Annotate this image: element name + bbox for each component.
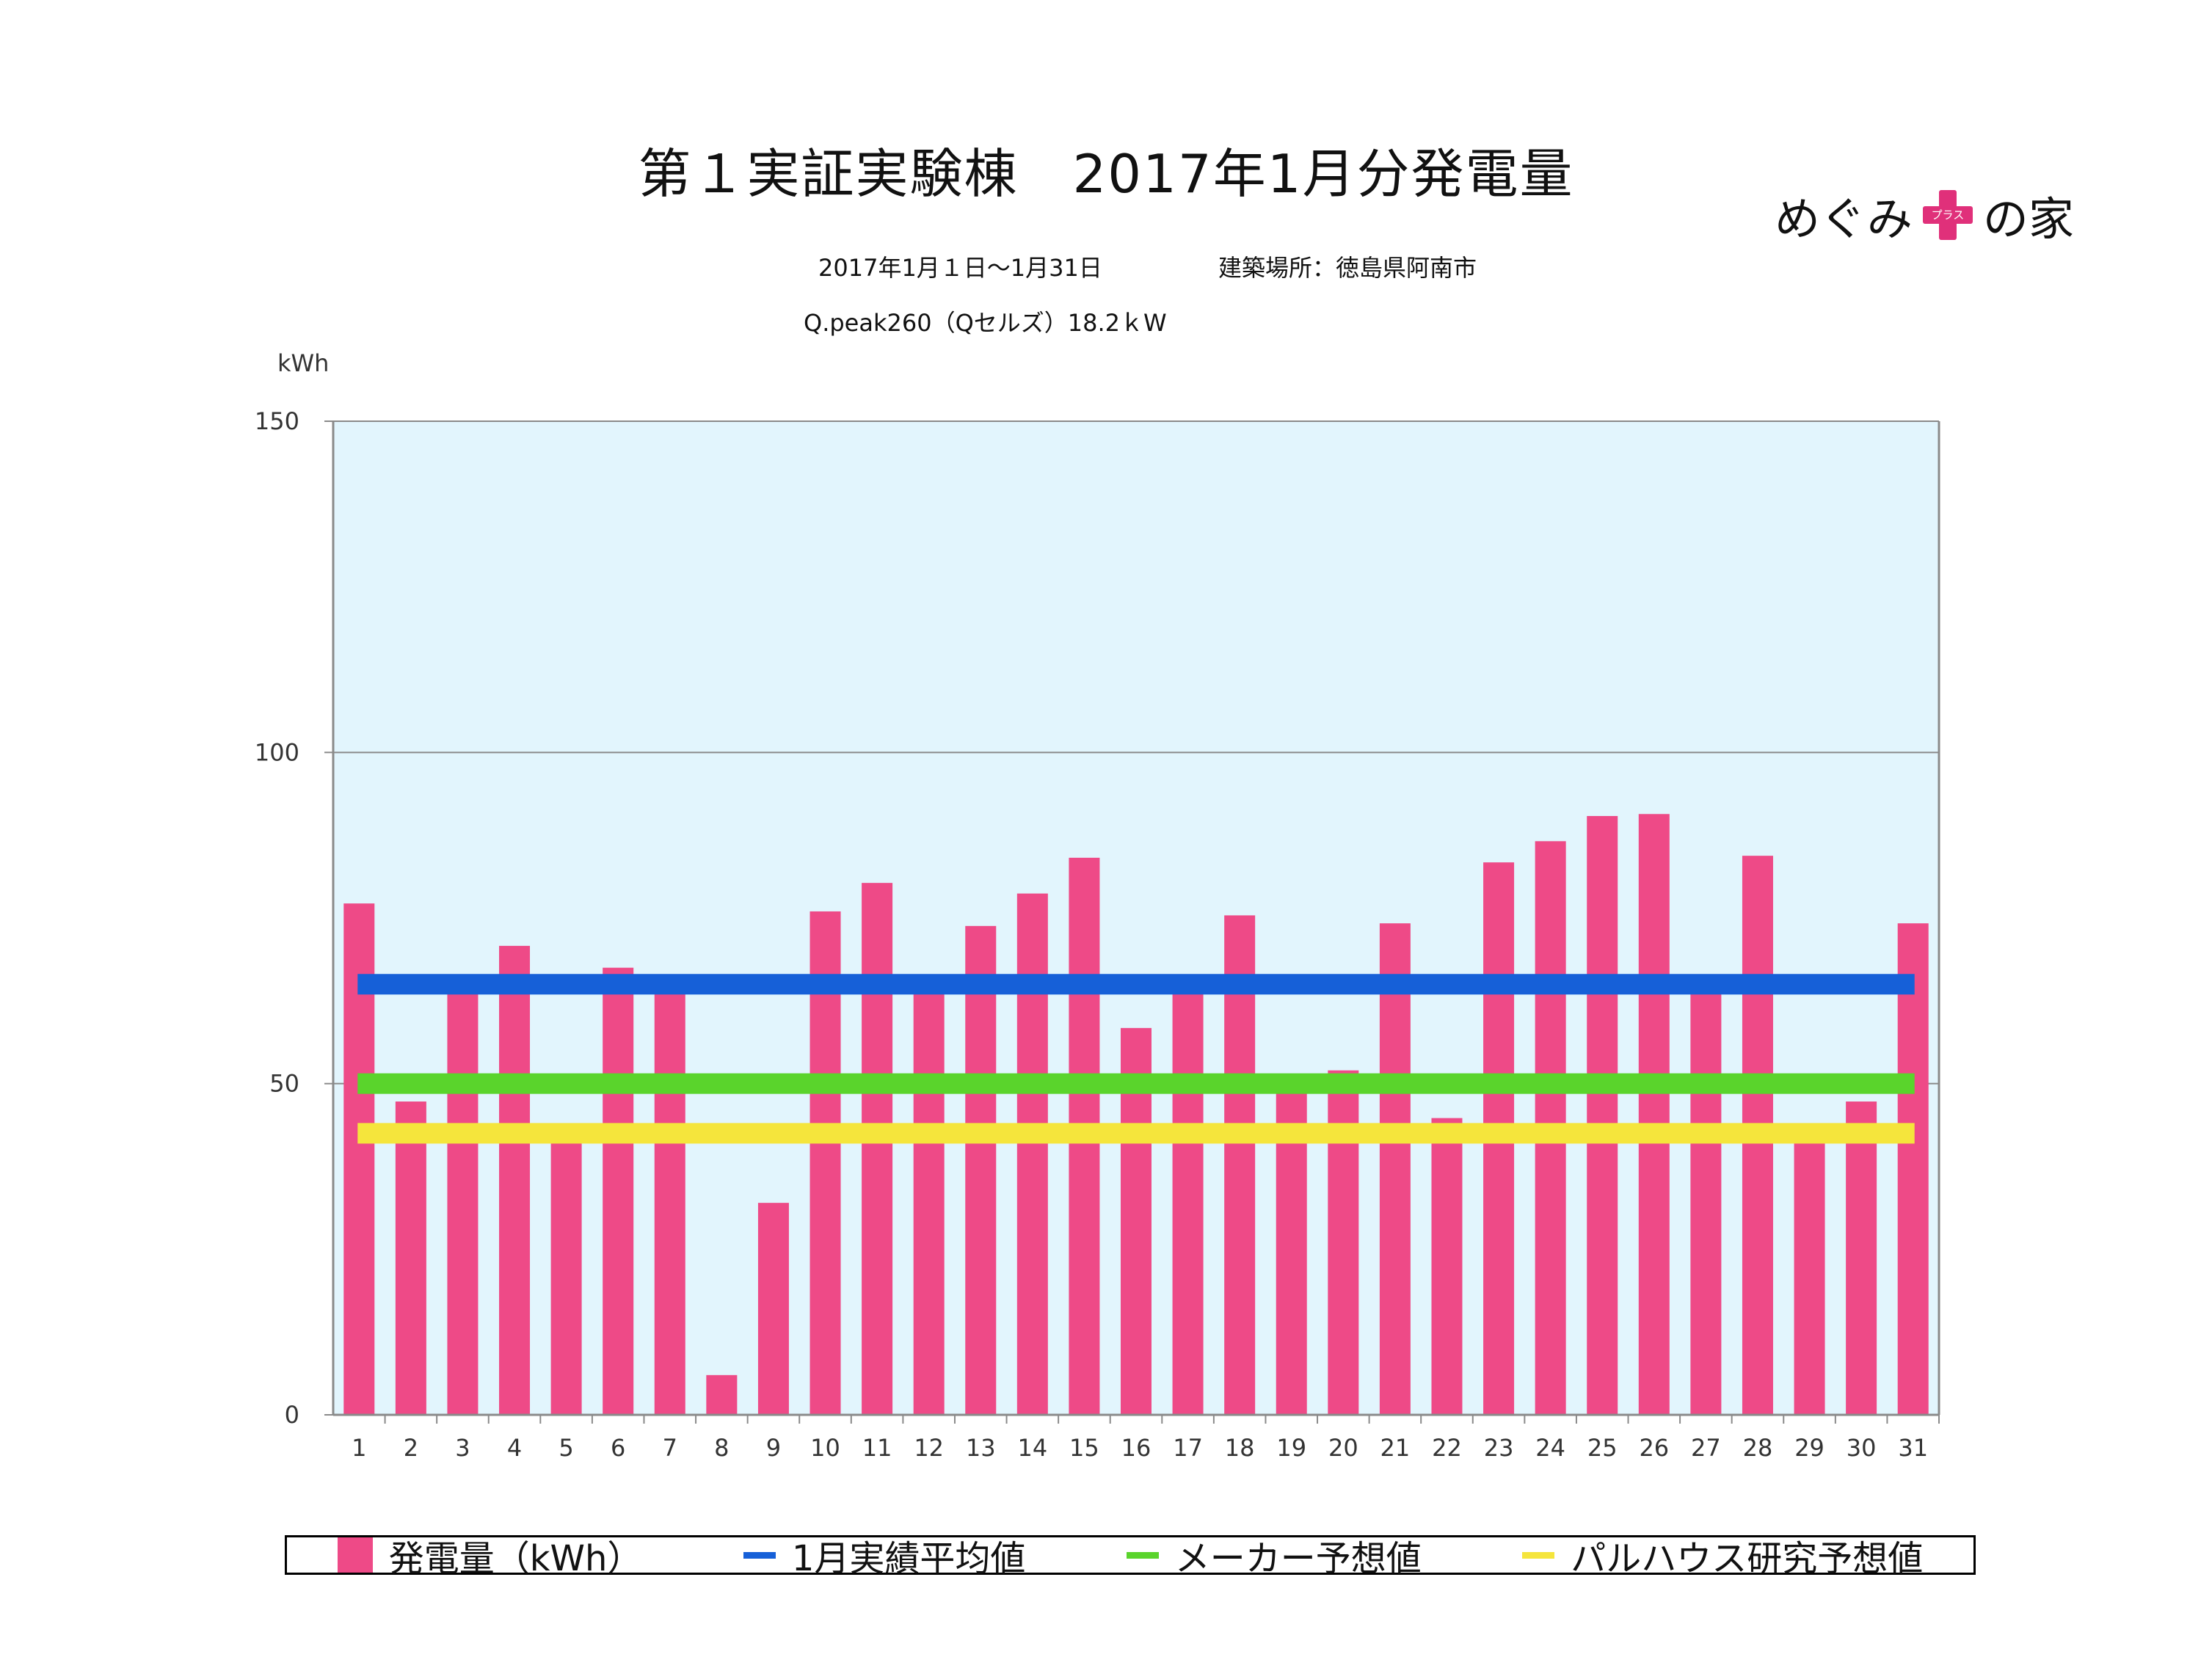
legend-label-average: 1月実績平均値 <box>791 1538 1026 1579</box>
x-tick-label-7: 7 <box>663 1434 677 1462</box>
bar-2 <box>395 1101 426 1415</box>
y-axis-label: kWh <box>277 349 330 377</box>
logo: めぐみ プラス の家 <box>1775 182 2074 248</box>
subtitle-period: 2017年1月１日〜1月31日 <box>818 254 1102 282</box>
x-tick-label-22: 22 <box>1432 1434 1462 1462</box>
y-tick-label-50: 50 <box>269 1070 299 1098</box>
legend-item-maker: メーカー予想値 <box>1126 1529 1422 1581</box>
bar-19 <box>1276 1093 1307 1415</box>
bar-3 <box>447 987 479 1415</box>
legend-item-research: パルハウス研究予想値 <box>1522 1529 1923 1581</box>
x-tick-label-17: 17 <box>1173 1434 1203 1462</box>
bar-10 <box>810 911 841 1415</box>
x-tick-label-28: 28 <box>1743 1434 1773 1462</box>
bar-9 <box>757 1203 789 1415</box>
logo-text-before: めぐみ <box>1775 192 1913 246</box>
x-tick-label-8: 8 <box>714 1434 729 1462</box>
bar-25 <box>1587 815 1618 1415</box>
x-tick-label-3: 3 <box>455 1434 470 1462</box>
legend-item-generation: 発電量（kWh） <box>337 1529 643 1581</box>
x-tick-label-6: 6 <box>611 1434 625 1462</box>
x-tick-label-21: 21 <box>1380 1434 1411 1462</box>
legend-item-average: 1月実績平均値 <box>743 1529 1026 1581</box>
legend-label-generation: 発電量（kWh） <box>388 1538 643 1579</box>
x-tick-label-30: 30 <box>1847 1434 1877 1462</box>
x-tick-label-18: 18 <box>1225 1434 1255 1462</box>
y-tick-label-0: 0 <box>285 1401 299 1429</box>
legend-swatch-generation <box>337 1537 373 1573</box>
x-tick-label-29: 29 <box>1794 1434 1824 1462</box>
y-tick-label-100: 100 <box>255 738 299 766</box>
legend-label-maker: メーカー予想値 <box>1174 1538 1422 1579</box>
legend-swatch-research <box>1522 1551 1555 1559</box>
logo-plus-text: プラス <box>1931 208 1965 222</box>
x-tick-label-23: 23 <box>1484 1434 1514 1462</box>
bar-5 <box>550 1140 582 1415</box>
bar-14 <box>1016 893 1048 1415</box>
subtitle-location: 建築場所：徳島県阿南市 <box>1218 254 1477 282</box>
bar-30 <box>1846 1101 1877 1415</box>
x-tick-label-2: 2 <box>404 1434 418 1462</box>
bar-13 <box>965 925 997 1415</box>
logo-text-after: の家 <box>1982 192 2074 246</box>
bar-11 <box>862 883 893 1415</box>
x-tick-label-5: 5 <box>559 1434 573 1462</box>
x-tick-label-9: 9 <box>766 1434 781 1462</box>
bar-26 <box>1638 814 1670 1415</box>
bar-31 <box>1897 923 1929 1415</box>
bar-7 <box>654 987 685 1415</box>
x-tick-label-19: 19 <box>1276 1434 1306 1462</box>
legend: 発電量（kWh） 1月実績平均値 メーカー予想値 パルハウス研究予想値 <box>285 1535 1976 1579</box>
x-tick-label-20: 20 <box>1328 1434 1358 1462</box>
x-tick-label-31: 31 <box>1898 1434 1928 1462</box>
bar-8 <box>706 1374 738 1415</box>
plus-icon: プラス <box>1922 190 1973 240</box>
x-tick-label-27: 27 <box>1691 1434 1721 1462</box>
bar-17 <box>1172 987 1204 1415</box>
x-tick-label-14: 14 <box>1017 1434 1047 1462</box>
bar-6 <box>603 967 634 1415</box>
x-tick-label-4: 4 <box>507 1434 522 1462</box>
chart-title: 第１実証実験棟 2017年1月分発電量 <box>638 143 1574 205</box>
x-tick-label-25: 25 <box>1587 1434 1618 1462</box>
x-tick-label-10: 10 <box>810 1434 840 1462</box>
x-tick-label-24: 24 <box>1535 1434 1565 1462</box>
x-tick-label-16: 16 <box>1121 1434 1152 1462</box>
bar-18 <box>1224 915 1256 1415</box>
x-tick-label-13: 13 <box>966 1434 996 1462</box>
legend-label-research: パルハウス研究予想値 <box>1571 1538 1924 1579</box>
bar-29 <box>1794 1140 1825 1415</box>
x-tick-label-15: 15 <box>1069 1434 1099 1462</box>
legend-swatch-average <box>743 1551 776 1559</box>
x-tick-label-1: 1 <box>352 1434 366 1462</box>
bar-4 <box>499 945 531 1415</box>
x-tick-label-12: 12 <box>914 1434 944 1462</box>
bar-27 <box>1690 987 1722 1415</box>
bar-21 <box>1379 923 1411 1415</box>
x-tick-label-26: 26 <box>1639 1434 1669 1462</box>
subtitle-panel: Q.peak260（Qセルズ）18.2ｋW <box>804 309 1167 337</box>
x-tick-label-11: 11 <box>862 1434 892 1462</box>
bar-12 <box>913 987 945 1415</box>
y-tick-label-150: 150 <box>255 407 299 435</box>
bar-22 <box>1431 1118 1463 1415</box>
legend-swatch-maker <box>1126 1551 1159 1559</box>
bar-20 <box>1328 1070 1359 1415</box>
